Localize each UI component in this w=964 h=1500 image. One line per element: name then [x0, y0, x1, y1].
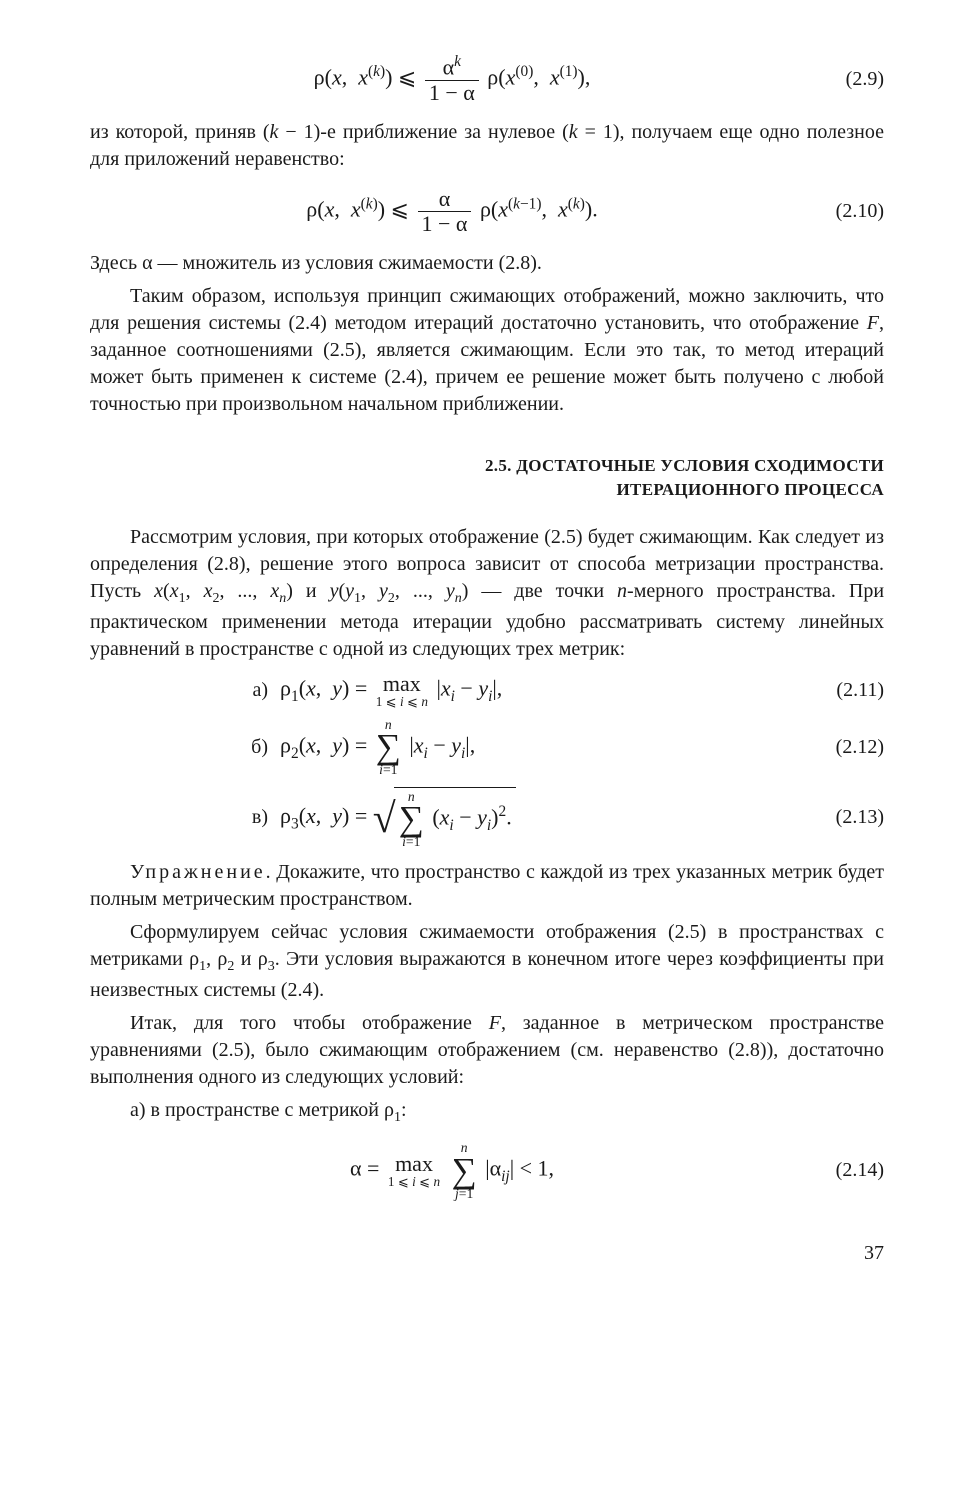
- equation-2-13: в) ρ3(x, y) = √n∑i=1 (xi − yi)2. (2.13): [90, 787, 884, 849]
- equation-2-12-number: (2.12): [814, 734, 884, 761]
- equation-2-14-number: (2.14): [814, 1157, 884, 1184]
- paragraph-after-2-9: из которой, приняв (k − 1)-е приближение…: [90, 119, 884, 173]
- paragraph-conclusion: Таким образом, используя принцип сжимающ…: [90, 283, 884, 418]
- metric-a-label: а): [90, 677, 280, 704]
- equation-2-12: б) ρ2(x, y) = n∑i=1 |xi − yi|, (2.12): [90, 718, 884, 777]
- equation-2-10: ρ(x, x(k)) ⩽ α1 − α ρ(x(k−1), x(k)). (2.…: [90, 187, 884, 236]
- equation-2-10-formula: ρ(x, x(k)) ⩽ α1 − α ρ(x(k−1), x(k)).: [90, 187, 814, 236]
- equation-2-11: а) ρ1(x, y) = max1 ⩽ i ⩽ n |xi − yi|, (2…: [90, 673, 884, 708]
- paragraph-sufficient-conditions: Итак, для того чтобы отображение F, зада…: [90, 1010, 884, 1091]
- equation-2-11-number: (2.11): [814, 677, 884, 704]
- paragraph-conditions-intro: Рассмотрим условия, при которых отображе…: [90, 524, 884, 663]
- metric-b-label: б): [90, 734, 280, 761]
- exercise-paragraph: Упражнение. Докажите, что пространство с…: [90, 859, 884, 913]
- equation-2-12-formula: ρ2(x, y) = n∑i=1 |xi − yi|,: [280, 718, 814, 777]
- paragraph-alpha-note: Здесь α — множитель из условия сжимаемос…: [90, 250, 884, 277]
- equation-2-9-formula: ρ(x, x(k)) ⩽ αk1 − α ρ(x(0), x(1)),: [90, 54, 814, 105]
- condition-a-text: а) в пространстве с метрикой ρ1:: [90, 1097, 884, 1128]
- page-number: 37: [90, 1240, 884, 1267]
- paragraph-formulate: Сформулируем сейчас условия сжимаемости …: [90, 919, 884, 1004]
- equation-2-9-number: (2.9): [814, 66, 884, 93]
- equation-2-13-formula: ρ3(x, y) = √n∑i=1 (xi − yi)2.: [280, 787, 814, 849]
- equation-2-13-number: (2.13): [814, 804, 884, 831]
- equation-2-14: α = max1 ⩽ i ⩽ n n∑j=1 |αij| < 1, (2.14): [90, 1141, 884, 1200]
- equation-2-9: ρ(x, x(k)) ⩽ αk1 − α ρ(x(0), x(1)), (2.9…: [90, 54, 884, 105]
- equation-2-10-number: (2.10): [814, 198, 884, 225]
- equation-2-14-formula: α = max1 ⩽ i ⩽ n n∑j=1 |αij| < 1,: [90, 1141, 814, 1200]
- section-heading-2-5: 2.5. ДОСТАТОЧНЫЕ УСЛОВИЯ СХОДИМОСТИИТЕРА…: [90, 454, 884, 502]
- equation-2-11-formula: ρ1(x, y) = max1 ⩽ i ⩽ n |xi − yi|,: [280, 673, 814, 708]
- metric-c-label: в): [90, 804, 280, 831]
